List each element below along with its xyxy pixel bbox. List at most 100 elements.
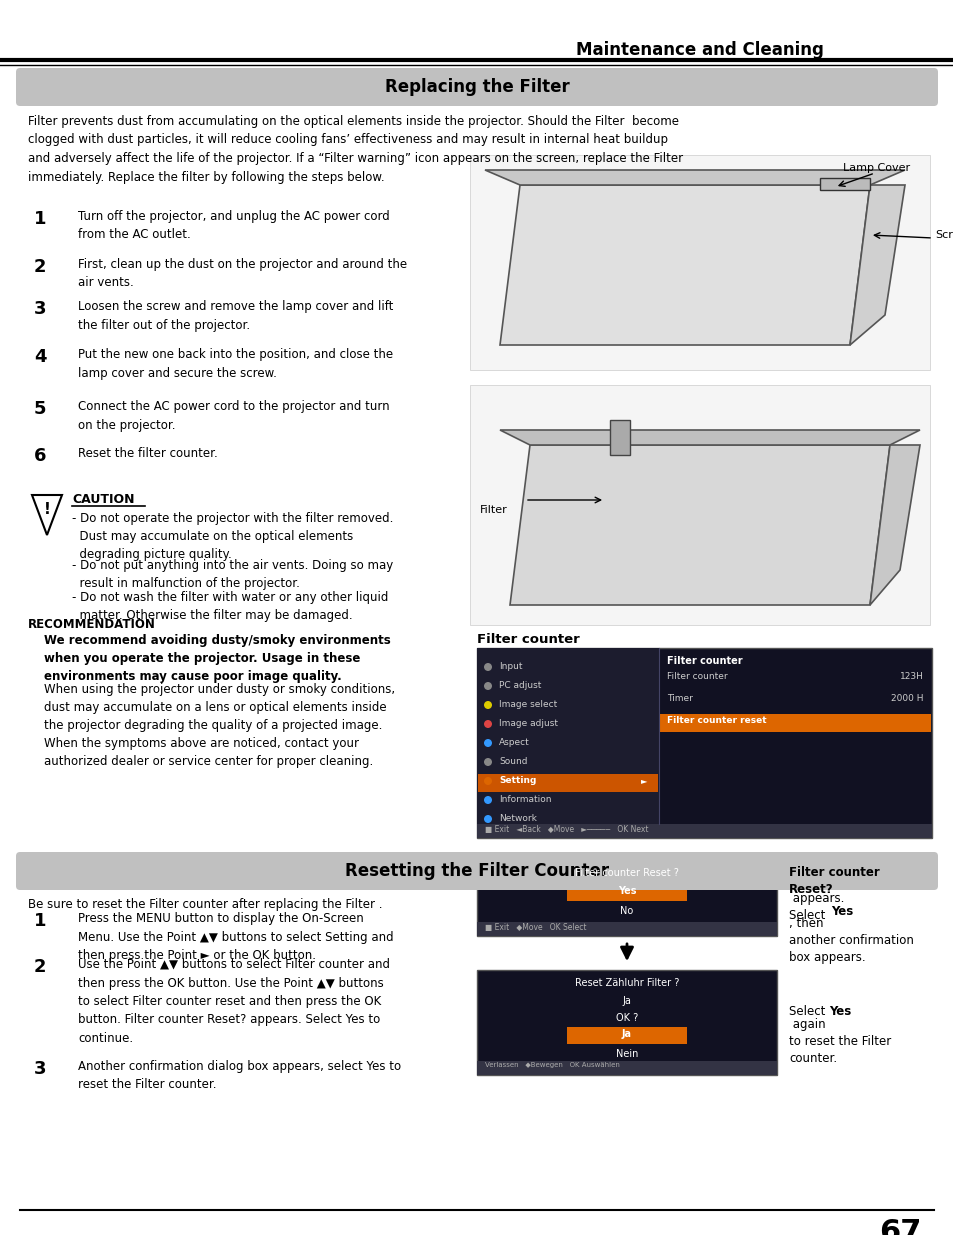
Text: Resetting the Filter Counter: Resetting the Filter Counter [345,862,608,881]
Polygon shape [510,445,889,605]
Text: Screw: Screw [934,230,953,240]
Bar [476,824,931,839]
Text: Information: Information [498,795,551,804]
Text: Lamp Cover: Lamp Cover [842,163,909,173]
Bar [476,648,659,839]
Circle shape [483,758,492,766]
Text: Reset the filter counter.: Reset the filter counter. [78,447,217,459]
Text: No: No [619,906,633,916]
Text: ■ Exit   ◄Back   ◆Move   ►─────   OK Next: ■ Exit ◄Back ◆Move ►───── OK Next [484,825,648,834]
Text: We recommend avoiding dusty/smoky environments
when you operate the projector. U: We recommend avoiding dusty/smoky enviro… [44,634,391,683]
Text: Network: Network [498,814,537,823]
Text: Ja: Ja [622,995,631,1007]
Bar [476,648,931,839]
Text: Nein: Nein [616,1049,638,1058]
Polygon shape [32,495,62,535]
Text: Another confirmation dialog box appears, select Yes to
reset the Filter counter.: Another confirmation dialog box appears,… [78,1060,400,1092]
Text: Filter prevents dust from accumulating on the optical elements inside the projec: Filter prevents dust from accumulating o… [28,115,682,184]
Text: appears.
Select: appears. Select [788,892,843,923]
Text: 6: 6 [33,447,46,466]
Bar [659,714,930,732]
Circle shape [483,701,492,709]
Text: Image select: Image select [498,700,557,709]
Text: Timer: Timer [666,694,692,703]
Text: Reset Zähluhr Filter ?: Reset Zähluhr Filter ? [575,978,679,988]
Polygon shape [499,430,919,445]
Text: Yes: Yes [828,1005,850,1018]
FancyBboxPatch shape [16,852,937,890]
Text: Turn off the projector, and unplug the AC power cord
from the AC outlet.: Turn off the projector, and unplug the A… [78,210,390,242]
Text: Filter counter
Reset?: Filter counter Reset? [788,866,879,897]
Bar [476,969,776,1074]
Text: - Do not wash the filter with water or any other liquid
  matter. Otherwise the : - Do not wash the filter with water or a… [71,590,388,621]
Bar [566,884,686,902]
Bar [477,774,658,792]
Text: Use the Point ▲▼ buttons to select Filter counter and
then press the OK button. : Use the Point ▲▼ buttons to select Filte… [78,958,390,1045]
Text: Put the new one back into the position, and close the
lamp cover and secure the : Put the new one back into the position, … [78,348,393,379]
Text: - Do not put anything into the air vents. Doing so may
  result in malfunction o: - Do not put anything into the air vents… [71,558,393,589]
Text: When using the projector under dusty or smoky conditions,
dust may accumulate on: When using the projector under dusty or … [44,683,395,768]
Text: CAUTION: CAUTION [71,493,134,506]
Text: 3: 3 [33,300,46,317]
Text: Be sure to reset the Filter counter after replacing the Filter .: Be sure to reset the Filter counter afte… [28,898,382,911]
Text: OK ?: OK ? [616,1013,638,1023]
Polygon shape [499,185,869,345]
Text: Filter counter: Filter counter [666,656,741,666]
Text: again
to reset the Filter
counter.: again to reset the Filter counter. [788,1018,890,1065]
Text: Input: Input [498,662,522,671]
Text: Setting: Setting [498,776,536,785]
Text: Loosen the screw and remove the lamp cover and lift
the filter out of the projec: Loosen the screw and remove the lamp cov… [78,300,393,331]
Text: , then
another confirmation
box appears.: , then another confirmation box appears. [788,918,913,965]
Bar [470,156,929,370]
Text: Replacing the Filter: Replacing the Filter [384,78,569,96]
Text: Ja: Ja [621,1029,631,1039]
Text: Maintenance and Cleaning: Maintenance and Cleaning [576,41,823,59]
Polygon shape [849,185,904,345]
Bar [609,420,629,454]
Text: First, clean up the dust on the projector and around the
air vents.: First, clean up the dust on the projecto… [78,258,407,289]
FancyBboxPatch shape [16,68,937,106]
Text: Sound: Sound [498,757,527,766]
Text: 1: 1 [33,911,46,930]
Text: ■ Exit   ◆Move   OK Select: ■ Exit ◆Move OK Select [484,923,586,932]
Circle shape [483,663,492,671]
Text: Press the MENU button to display the On-Screen
Menu. Use the Point ▲▼ buttons to: Press the MENU button to display the On-… [78,911,394,962]
Text: 4: 4 [33,348,46,366]
Text: Filter counter: Filter counter [476,634,579,646]
Text: Filter counter reset: Filter counter reset [666,716,766,725]
Text: 1: 1 [33,210,46,228]
Bar [476,923,776,936]
Text: Verlassen   ◆Bewegen   OK Auswählen: Verlassen ◆Bewegen OK Auswählen [484,1062,619,1068]
Circle shape [483,682,492,690]
Text: - Do not operate the projector with the filter removed.
  Dust may accumulate on: - Do not operate the projector with the … [71,513,393,561]
Text: 67: 67 [878,1218,921,1235]
Bar [476,858,776,936]
Text: 5: 5 [33,400,46,417]
Text: Filter counter: Filter counter [666,672,727,680]
Text: 2: 2 [33,958,46,976]
Text: RECOMMENDATION: RECOMMENDATION [28,618,155,631]
Polygon shape [869,445,919,605]
FancyBboxPatch shape [820,178,869,190]
Text: Yes: Yes [830,905,852,918]
Text: ►: ► [639,776,646,785]
Text: 2000 H: 2000 H [890,694,923,703]
Bar [470,385,929,625]
Text: Image adjust: Image adjust [498,719,558,727]
Text: Select: Select [788,1005,828,1018]
Text: !: ! [44,503,51,517]
Bar [20,72,933,103]
Circle shape [483,720,492,727]
Bar [476,1061,776,1074]
Circle shape [483,815,492,823]
Polygon shape [484,170,904,185]
Circle shape [483,739,492,747]
Circle shape [483,797,492,804]
Circle shape [483,777,492,785]
Text: 3: 3 [33,1060,46,1078]
Text: 2: 2 [33,258,46,275]
Text: Filter counter Reset ?: Filter counter Reset ? [575,868,679,878]
Text: Connect the AC power cord to the projector and turn
on the projector.: Connect the AC power cord to the project… [78,400,389,431]
Text: Yes: Yes [618,885,636,897]
Text: 123H: 123H [900,672,923,680]
